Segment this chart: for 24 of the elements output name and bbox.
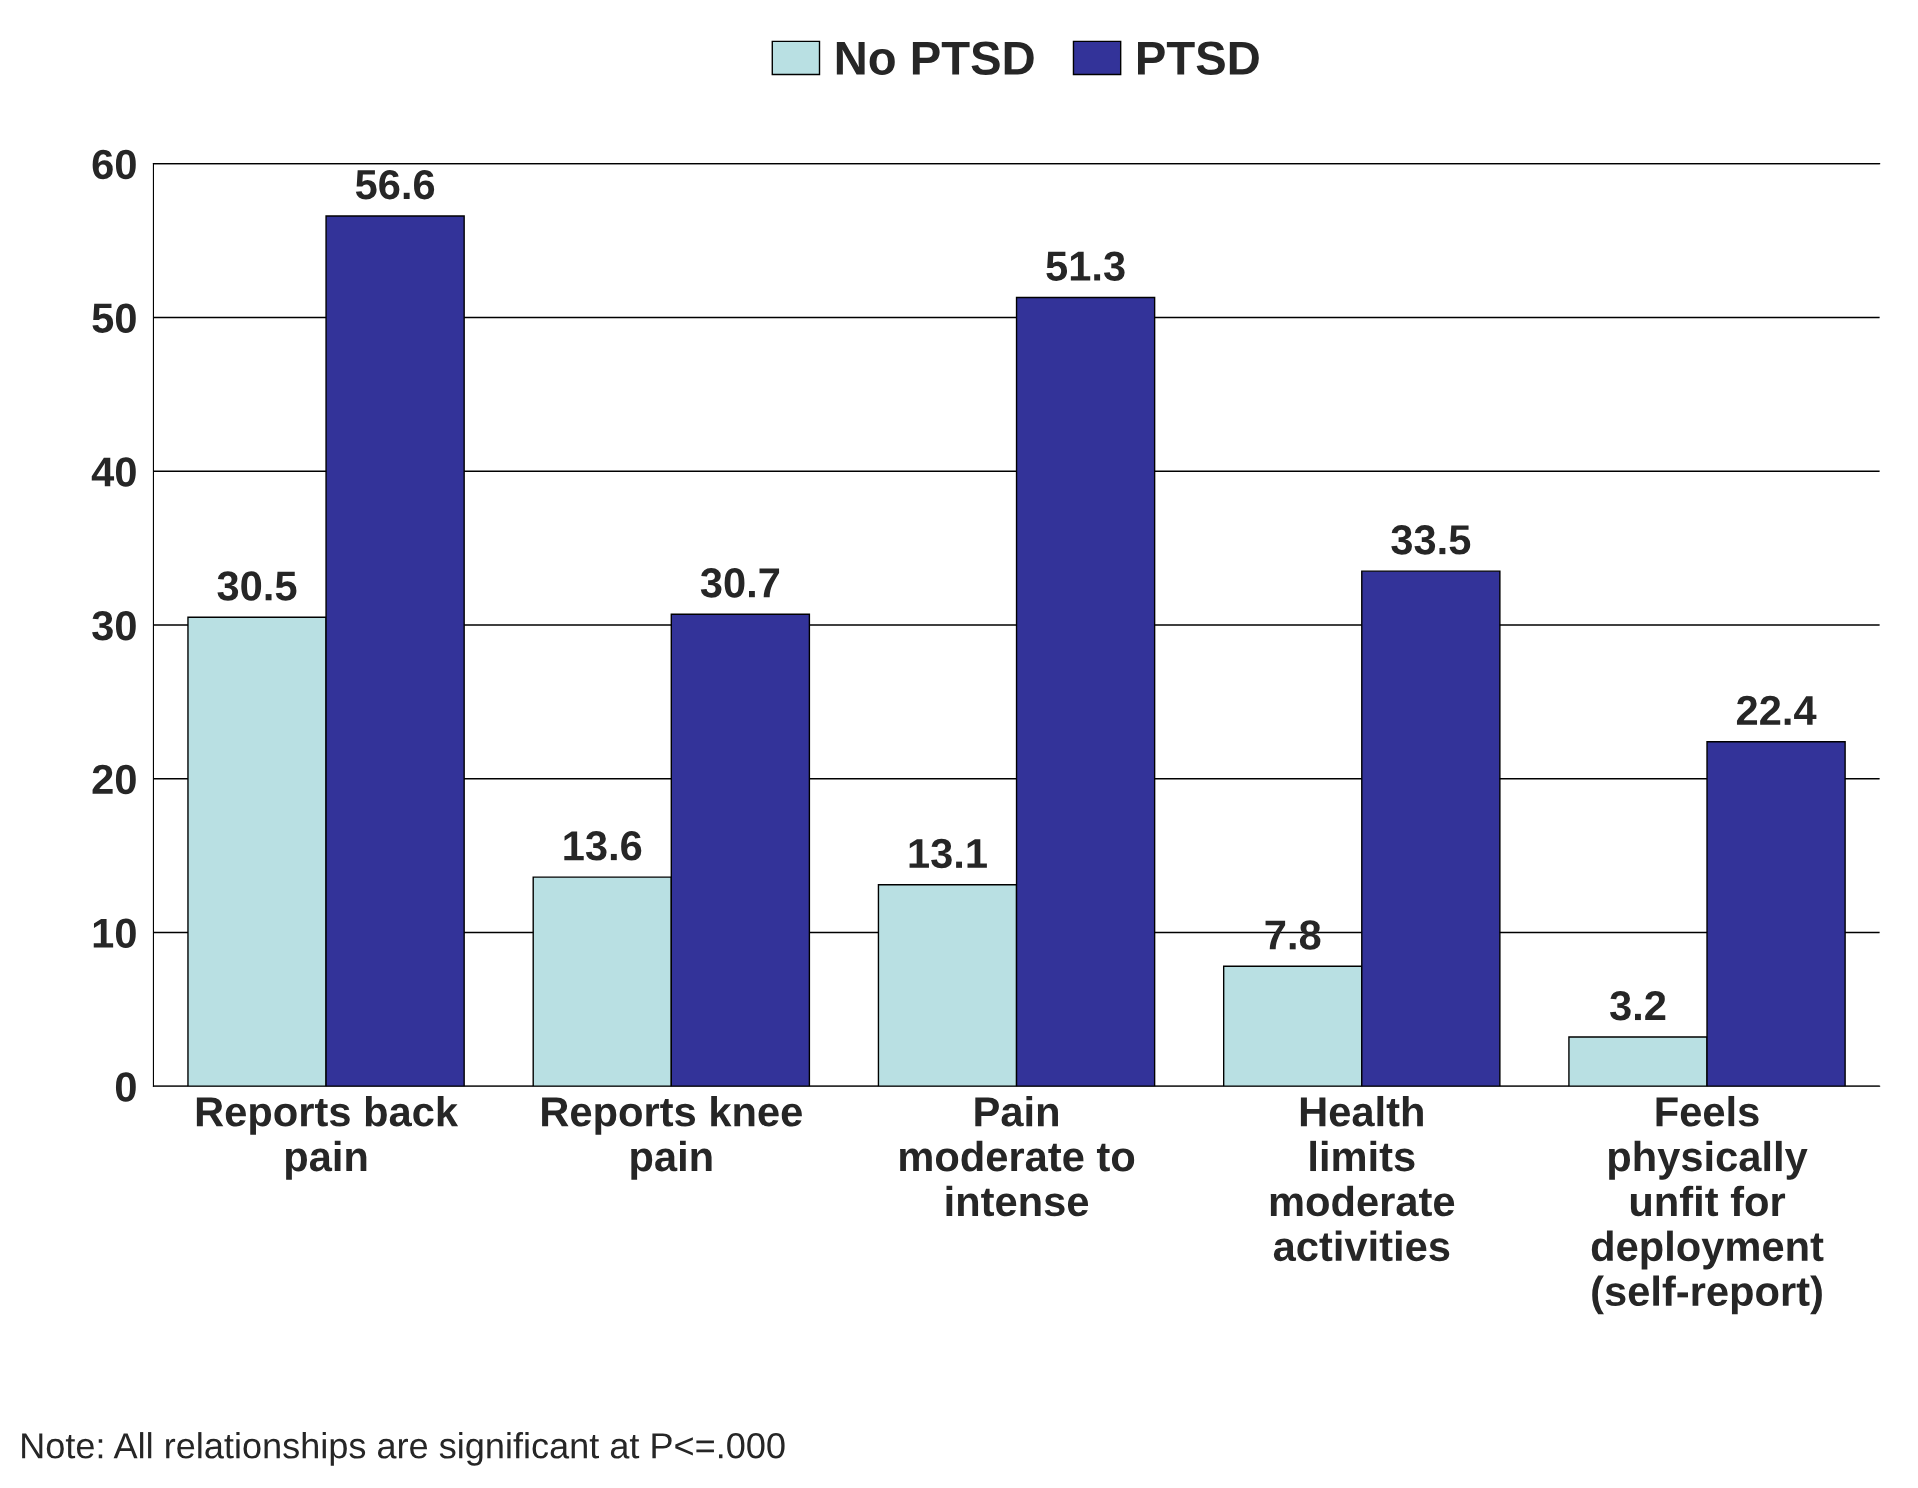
data-label: 13.1 xyxy=(909,838,987,869)
y-tick-label: 0 xyxy=(115,1072,136,1102)
data-label: 30.5 xyxy=(217,571,297,601)
y-tick-label: 20 xyxy=(92,764,136,795)
data-label: 33.5 xyxy=(1391,525,1471,555)
data-label: 22.4 xyxy=(1736,695,1817,725)
data-label: 56.6 xyxy=(355,169,435,200)
data-label: 13.6 xyxy=(564,831,642,861)
x-tick-label: Feels physically unfit for deployment (self-report) xyxy=(1591,1095,1824,1315)
y-tick-label: 50 xyxy=(92,303,136,333)
x-tick-label: Reports knee pain xyxy=(542,1095,802,1180)
x-tick-label: Health limits moderate activities xyxy=(1270,1095,1455,1262)
x-tick-label: Reports back pain xyxy=(196,1095,459,1180)
data-label: 30.7 xyxy=(700,568,780,598)
y-tick-label: 40 xyxy=(91,457,136,487)
data-label: 51.3 xyxy=(1046,251,1125,281)
x-tick-label: Pain moderate to intense xyxy=(900,1095,1135,1217)
data-label: 3.2 xyxy=(1609,990,1666,1021)
y-tick-label: 10 xyxy=(93,918,136,948)
y-tick-label: 60 xyxy=(92,149,136,180)
legend-label: PTSD xyxy=(1138,41,1259,75)
legend-label: No PTSD xyxy=(836,41,1034,75)
y-tick-label: 30 xyxy=(92,610,136,641)
text: Note: All relationships are significant at P<=.000 xyxy=(22,1432,785,1466)
